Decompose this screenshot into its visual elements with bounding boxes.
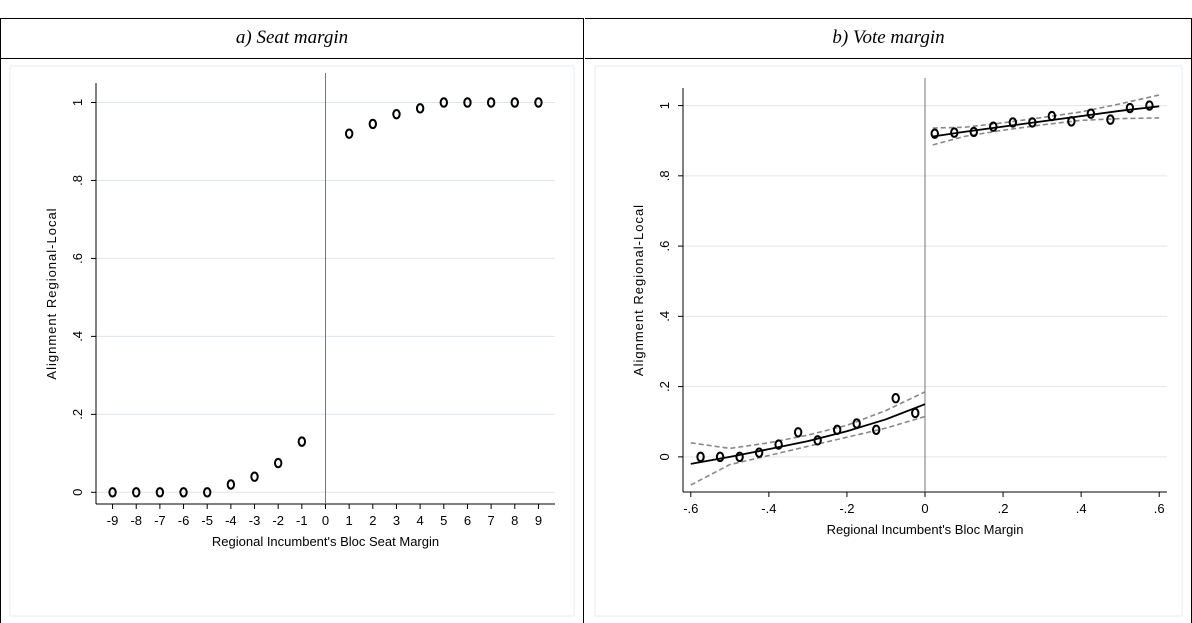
y-tick-label: .2	[657, 381, 672, 392]
x-tick-label: 1	[346, 513, 353, 528]
y-tick-label: .8	[70, 175, 85, 186]
panel-seat-margin: a) Seat margin 0.2.4.6.8 1 -9 -8 -7 -6 -5 -4 -3-…	[0, 18, 584, 623]
data-point	[368, 118, 378, 130]
data-point	[1008, 117, 1018, 128]
figure-table: a) Seat margin 0.2.4.6.8 1 -9 -8 -7 -6 -5 -4 -3-…	[0, 18, 1192, 623]
data-point	[510, 97, 519, 108]
data-point	[696, 451, 705, 463]
x-tick-label: -4	[225, 513, 237, 528]
data-point	[1028, 117, 1037, 128]
x-tick-label: 0	[921, 501, 928, 516]
data-point	[715, 451, 725, 463]
data-point	[793, 427, 803, 438]
data-point	[155, 487, 165, 498]
data-point	[132, 487, 141, 498]
data-point	[911, 407, 920, 419]
y-tick-label: 0	[70, 489, 85, 496]
y-axis-title: Alignment Regional-Local	[44, 207, 59, 379]
x-tick-label: -9	[107, 513, 119, 528]
x-tick-label: 3	[393, 513, 400, 528]
x-tick-label: -6	[178, 513, 190, 528]
data-point	[852, 418, 861, 429]
data-point	[989, 121, 998, 132]
x-tick-label: 7	[488, 513, 495, 528]
data-point	[392, 108, 401, 120]
panel-title-seat-margin: a) Seat margin	[235, 27, 349, 48]
data-point	[203, 487, 212, 498]
x-tick-label: 4	[417, 513, 424, 528]
x-axis-title: Regional Incumbent's Bloc Margin	[827, 522, 1024, 537]
data-point	[534, 97, 543, 108]
data-point	[415, 103, 425, 114]
data-point	[1047, 110, 1057, 122]
data-point	[1125, 102, 1135, 114]
x-tick-label: -2	[272, 513, 284, 528]
y-tick-label: .6	[70, 253, 85, 264]
chart-vote-margin: 0 .2 .4 .6 .8 1 -.6 -.4 -.2 0 .2 .4 .6 Regional Incum…	[585, 18, 1192, 623]
data-point	[1067, 116, 1076, 127]
y-tick-label: .8	[657, 170, 672, 181]
x-tick-label: -7	[154, 513, 166, 528]
x-tick-label: 0	[322, 513, 329, 528]
x-tick-label: 8	[511, 513, 518, 528]
data-point	[273, 457, 283, 469]
data-point	[463, 97, 472, 108]
data-point	[250, 471, 259, 482]
data-point	[969, 126, 978, 138]
x-tick-label: .4	[1076, 501, 1087, 516]
y-tick-label: 0	[657, 453, 672, 460]
panel-title-vote-margin: b) Vote margin	[832, 27, 945, 48]
x-tick-label: -.2	[839, 501, 854, 516]
ci-upper-line	[690, 391, 926, 450]
data-point	[735, 451, 744, 463]
data-point	[872, 424, 881, 436]
y-tick-label: .6	[657, 241, 672, 252]
y-axis-title: Alignment Regional-Local	[631, 204, 646, 376]
data-point	[179, 487, 188, 498]
x-tick-label: -1	[296, 513, 308, 528]
data-point	[108, 487, 117, 498]
x-tick-label: -.4	[761, 501, 776, 516]
y-tick-label: .2	[70, 409, 85, 420]
data-point	[226, 479, 236, 490]
data-point	[930, 128, 939, 139]
data-point	[950, 127, 959, 138]
fit-line	[932, 105, 1160, 138]
x-tick-label: -5	[201, 513, 213, 528]
x-axis-title: Regional Incumbent's Bloc Seat Margin	[212, 534, 439, 549]
data-point	[344, 128, 354, 139]
y-tick-label: 1	[657, 102, 672, 109]
data-point	[486, 97, 496, 108]
data-point	[774, 439, 783, 450]
data-point	[754, 447, 764, 458]
x-tick-label: -.6	[683, 501, 698, 516]
data-point	[1106, 114, 1115, 125]
data-point	[1145, 100, 1154, 111]
x-tick-label: -8	[130, 513, 142, 528]
x-tick-label: -3	[249, 513, 261, 528]
plot-background	[9, 65, 575, 617]
x-tick-label: 9	[535, 513, 542, 528]
x-tick-label: .6	[1154, 501, 1165, 516]
y-tick-label: 1	[70, 99, 85, 106]
data-point	[439, 97, 448, 108]
x-tick-label: 5	[440, 513, 447, 528]
plot-background	[594, 65, 1183, 617]
panel-vote-margin: b) Vote margin 0 .2 .4 .6 .8 1 -.6 -.4 -.2 0 .2 .4.…	[585, 18, 1192, 623]
data-point	[1086, 108, 1096, 119]
data-point	[297, 436, 307, 447]
y-tick-label: .4	[657, 311, 672, 322]
x-tick-label: 2	[369, 513, 376, 528]
ci-lower-line	[690, 415, 926, 486]
ci-lower-line	[932, 117, 1160, 146]
y-tick-label: .4	[70, 331, 85, 342]
chart-seat-margin: 0 .2 .4 .6 .8 1 -9 -8 -7 -6 -5 -4 -3 -2 -1 0 1 2 3 4 5 6 7 8 9 Re…	[0, 18, 584, 623]
data-point	[832, 424, 842, 436]
x-tick-label: 6	[464, 513, 471, 528]
fit-line	[690, 403, 926, 465]
data-point	[891, 393, 900, 404]
x-tick-label: .2	[998, 501, 1009, 516]
data-point	[813, 435, 822, 446]
